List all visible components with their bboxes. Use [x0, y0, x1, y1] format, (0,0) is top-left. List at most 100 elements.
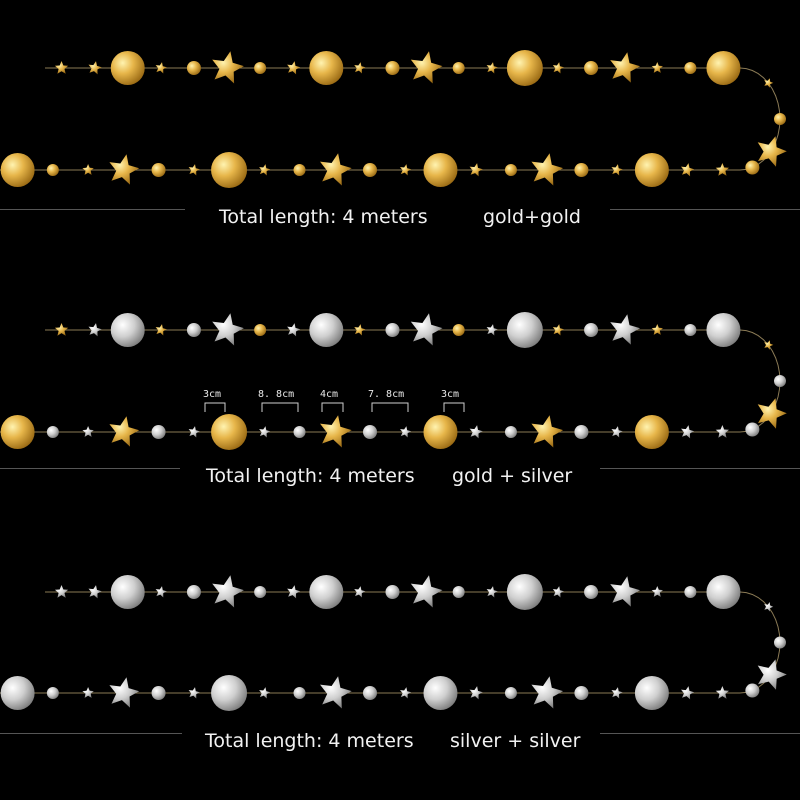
- caption-rule-left-2: [0, 468, 180, 469]
- caption-rule-right-1: [610, 209, 800, 210]
- garland-2-bend-ornament-3: [757, 398, 787, 429]
- garland-1-row-bottom-ornament-12: [400, 164, 412, 176]
- garland-2-row-bottom-ornament-1: [0, 415, 35, 449]
- garland-1-row-bottom-ornament-13: [423, 153, 458, 187]
- garland-1-bend-ornament-1: [764, 78, 774, 88]
- garland-1-row-bottom-ornament-21: [715, 163, 729, 176]
- garland-2-row-top-ornament-20: [684, 324, 697, 336]
- length-caption-1: Total length: 4 meters: [219, 206, 428, 228]
- garland-1-row-bottom-ornament-10: [320, 153, 352, 186]
- garland-3-row-bottom-ornament-1: [0, 676, 35, 710]
- garland-1-row-bottom-ornament-19: [634, 153, 669, 187]
- garland-1-row-top-ornament-7: [254, 62, 267, 74]
- garland-3-row-bottom-ornament-13: [423, 676, 458, 710]
- garland-1-row-bottom-ornament-2: [46, 164, 59, 176]
- garland-3-row-top-ornament-16: [552, 586, 564, 598]
- color-caption-3: silver + silver: [450, 730, 581, 752]
- garland-1-row-bottom-ornament-8: [259, 164, 271, 176]
- garland-2-bend-ornament-2: [774, 375, 786, 387]
- garland-2-row-bottom-ornament-21: [715, 425, 729, 438]
- garland-3-row-bottom-ornament-8: [259, 687, 271, 699]
- garland-2-row-bottom-ornament-12: [400, 426, 412, 438]
- garland-2-row-top-ornament-2: [88, 323, 102, 337]
- garland-3-row-top-ornament-14: [486, 586, 498, 598]
- garland-1-row-bottom-ornament-9: [293, 164, 306, 176]
- garland-3-row-bottom-ornament-19: [634, 676, 669, 710]
- garland-3-row-top-ornament-2: [88, 585, 102, 599]
- garland-3-row-top-ornament-6: [212, 575, 244, 608]
- garland-3-row-top-ornament-21: [706, 575, 741, 609]
- garland-3-bend-ornament-4: [745, 683, 760, 698]
- garland-2-row-bottom-ornament-4: [109, 416, 140, 447]
- garland-1-row-top-ornament-9: [309, 51, 344, 85]
- garland-1-row-top-ornament-20: [684, 62, 697, 74]
- dimension-bracket-1: [204, 402, 226, 412]
- garland-3-row-bottom-ornament-21: [715, 686, 729, 699]
- garland-1-row-top-ornament-18: [610, 52, 641, 83]
- garland-1-bend-ornament-2: [774, 113, 786, 125]
- garland-1-row-top-ornament-4: [155, 62, 167, 74]
- garland-1-row-bottom-ornament-16: [531, 153, 564, 186]
- garland-1-row-top-ornament-14: [486, 62, 498, 74]
- garland-1-row-bottom-ornament-14: [469, 163, 483, 177]
- garland-3-bend-ornament-2: [774, 636, 786, 649]
- garland-3-row-bottom-ornament-20: [681, 686, 695, 700]
- caption-rule-right-3: [600, 733, 800, 734]
- garland-1-row-bottom-ornament-3: [82, 164, 94, 175]
- dimension-label-4: 7. 8cm: [368, 389, 405, 400]
- garland-2-row-top-ornament-17: [584, 323, 599, 337]
- garland-2-row-top-ornament-6: [212, 313, 244, 346]
- garland-3-row-top-ornament-13: [452, 586, 465, 598]
- garland-1-row-top-ornament-17: [584, 61, 599, 75]
- color-caption-1: gold+gold: [483, 206, 581, 228]
- dimension-bracket-3: [321, 402, 344, 412]
- garland-3-row-top-ornament-18: [610, 576, 641, 607]
- garland-1-row-bottom-ornament-1: [0, 153, 35, 187]
- garland-2-row-bottom-ornament-17: [574, 425, 589, 439]
- length-caption-3: Total length: 4 meters: [205, 730, 414, 752]
- garland-1-row-bottom-ornament-17: [574, 163, 589, 177]
- dimension-bracket-5: [443, 402, 465, 412]
- garland-2-row-top-ornament-11: [385, 323, 400, 337]
- garland-3-row-bottom-ornament-16: [531, 676, 564, 709]
- garland-2-row-bottom-ornament-18: [611, 426, 623, 438]
- garland-2-row-bottom-ornament-2: [46, 426, 59, 438]
- garland-1-row-top-ornament-13: [452, 62, 465, 74]
- garland-3-row-top-ornament-15: [506, 574, 543, 610]
- garland-3-row-top-ornament-8: [287, 585, 301, 599]
- garland-2-bend-ornament-1: [764, 340, 774, 350]
- garland-3-row-bottom-ornament-17: [574, 686, 589, 700]
- garland-2-row-top-ornament-18: [610, 314, 641, 345]
- garland-3-row-bottom-ornament-9: [293, 687, 306, 699]
- garland-3-bend-ornament-3: [757, 659, 787, 690]
- garland-3-row-top-ornament-7: [254, 586, 267, 598]
- garland-3-row-bottom-ornament-14: [469, 686, 483, 700]
- garland-2-row-bottom-ornament-5: [151, 425, 166, 439]
- garland-2-row-bottom-ornament-13: [423, 415, 458, 449]
- garland-1-row-top-ornament-15: [506, 50, 543, 86]
- garland-1-row-bottom-ornament-6: [188, 164, 200, 176]
- garland-2-row-top-ornament-9: [309, 313, 344, 347]
- caption-rule-right-2: [600, 468, 800, 469]
- garland-2-row-top-ornament-16: [552, 324, 564, 336]
- garland-2-row-bottom-ornament-6: [188, 426, 200, 438]
- garland-1-row-top-ornament-6: [212, 51, 244, 84]
- garland-2-row-bottom-ornament-15: [504, 426, 517, 438]
- garland-2-row-bottom-ornament-20: [681, 425, 695, 439]
- garland-1-bend-ornament-3: [757, 136, 787, 167]
- dimension-label-3: 4cm: [320, 389, 339, 400]
- garland-2-row-top-ornament-14: [486, 324, 498, 336]
- garland-2-row-top-ornament-10: [354, 324, 366, 336]
- garland-1-row-top-ornament-8: [287, 61, 301, 75]
- garland-3-row-top-ornament-12: [410, 575, 443, 608]
- garland-2-row-bottom-ornament-9: [293, 426, 306, 438]
- garland-3-row-top-ornament-3: [110, 575, 145, 609]
- garland-2-row-top-ornament-15: [506, 312, 543, 348]
- garland-3-row-bottom-ornament-5: [151, 686, 166, 700]
- garland-3-row-top-ornament-4: [155, 586, 167, 598]
- caption-rule-left-3: [0, 733, 182, 734]
- garland-2-row-bottom-ornament-3: [82, 426, 94, 437]
- caption-rule-left-1: [0, 209, 185, 210]
- garland-1-row-bottom-ornament-20: [681, 163, 695, 177]
- garland-3-row-bottom-ornament-3: [82, 687, 94, 698]
